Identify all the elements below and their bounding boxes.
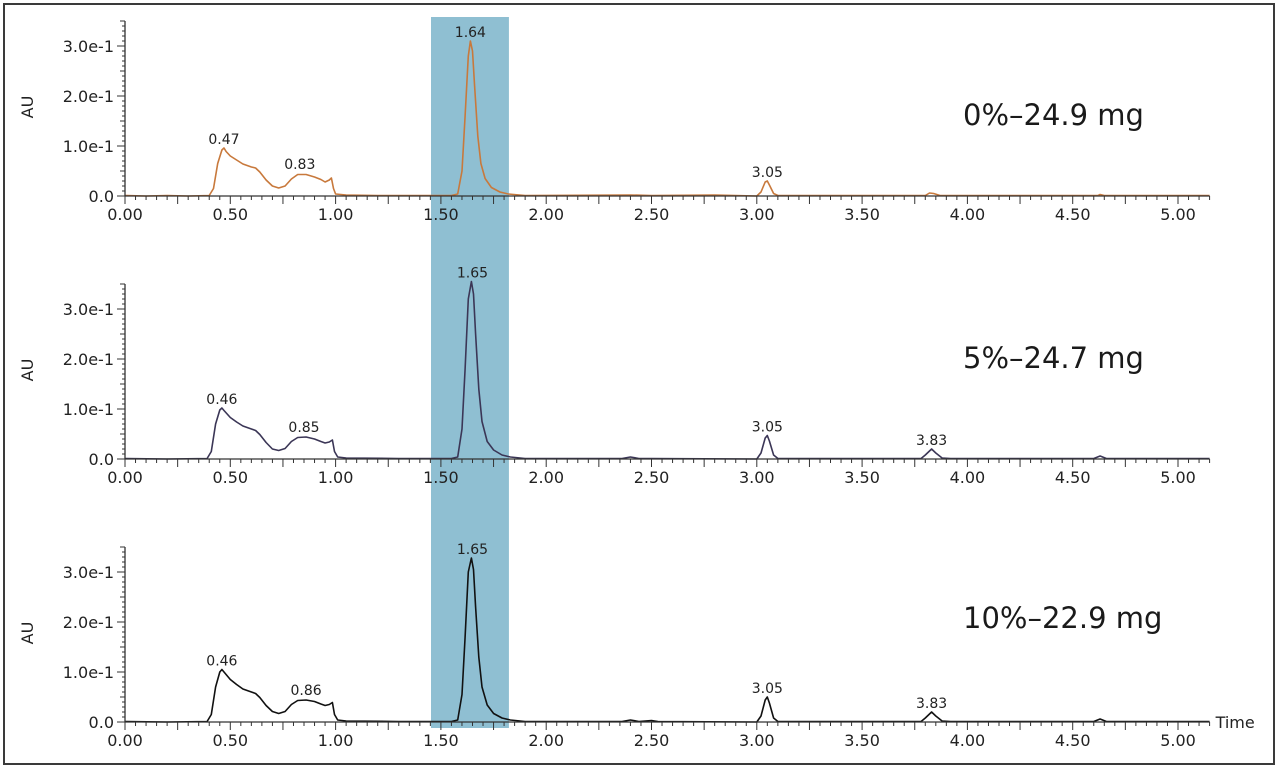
x-tick-label: 4.50 — [1055, 731, 1091, 750]
panel-title: 0%–24.9 mg — [963, 98, 1144, 132]
x-tick-label: 4.50 — [1055, 468, 1091, 487]
y-tick-label: 3.0e-1 — [63, 37, 114, 56]
x-tick-label: 5.00 — [1160, 468, 1196, 487]
x-tick-label: 1.50 — [423, 205, 459, 224]
y-tick-label: 1.0e-1 — [63, 400, 114, 419]
peak-label: 3.83 — [916, 433, 947, 449]
x-tick-label: 2.00 — [528, 731, 564, 750]
x-tick-label: 3.50 — [844, 468, 880, 487]
x-tick-label: 1.50 — [423, 468, 459, 487]
x-tick-label: 3.00 — [739, 468, 775, 487]
x-tick-label: 1.50 — [423, 731, 459, 750]
x-tick-label: 0.00 — [107, 468, 143, 487]
x-tick-label: 1.00 — [318, 468, 354, 487]
x-tick-label: 2.00 — [528, 205, 564, 224]
x-tick-label: 0.00 — [107, 205, 143, 224]
peak-label: 3.83 — [916, 696, 947, 712]
x-tick-label: 2.50 — [634, 468, 670, 487]
x-tick-label: 4.50 — [1055, 205, 1091, 224]
x-tick-label: 0.50 — [212, 468, 248, 487]
panel-title: 5%–24.7 mg — [963, 341, 1144, 375]
y-tick-label: 1.0e-1 — [63, 663, 114, 682]
y-tick-label: 3.0e-1 — [63, 300, 114, 319]
y-axis-title: AU — [18, 96, 37, 119]
x-tick-label: 5.00 — [1160, 205, 1196, 224]
peak-label: 1.65 — [457, 266, 488, 282]
x-tick-label: 1.00 — [318, 205, 354, 224]
y-tick-label: 0.0 — [89, 713, 114, 732]
x-tick-label: 3.00 — [739, 731, 775, 750]
chromatogram-panel-2: 0.0 1.0e-1 2.0e-1 3.0e-1 0.00 0.50 1.00 1.50 2.0… — [18, 266, 1211, 487]
x-tick-label: 3.50 — [844, 731, 880, 750]
x-tick-label: 2.50 — [634, 731, 670, 750]
chromatogram-panel-3: 0.0 1.0e-1 2.0e-1 3.0e-1 0.00 0.50 1.00 1.50 2.0… — [18, 542, 1255, 750]
y-tick-label: 3.0e-1 — [63, 563, 114, 582]
x-tick-label: 1.00 — [318, 731, 354, 750]
peak-label: 3.05 — [752, 681, 783, 697]
y-tick-label: 1.0e-1 — [63, 137, 114, 156]
peak-label: 0.86 — [291, 683, 322, 699]
peak-label: 0.85 — [288, 420, 319, 436]
y-tick-label: 0.0 — [89, 187, 114, 206]
x-tick-label: 3.50 — [844, 205, 880, 224]
x-tick-label: 2.50 — [634, 205, 670, 224]
chromatogram-panels: 0.0 1.0e-1 2.0e-1 3.0e-1 0.00 0.50 1.00 1.50 2.0… — [18, 20, 1255, 750]
chromatogram-panel-1: 0.0 1.0e-1 2.0e-1 3.0e-1 0.00 0.50 1.00 1.50 2.0… — [18, 20, 1211, 224]
x-tick-label: 4.00 — [950, 205, 986, 224]
y-axis-title: AU — [18, 622, 37, 645]
y-tick-label: 2.0e-1 — [63, 613, 114, 632]
peak-label: 1.64 — [455, 25, 486, 41]
peak-label: 1.65 — [457, 542, 488, 558]
peak-label: 0.47 — [208, 132, 239, 148]
panel-title: 10%–22.9 mg — [963, 601, 1162, 635]
y-axis-title: AU — [18, 359, 37, 382]
trace-line — [124, 557, 1210, 723]
x-tick-label: 2.00 — [528, 468, 564, 487]
peak-label: 0.46 — [206, 392, 237, 408]
trace-line — [124, 280, 1210, 460]
x-tick-label: 5.00 — [1160, 731, 1196, 750]
y-tick-label: 2.0e-1 — [63, 87, 114, 106]
x-tick-label: 4.00 — [950, 468, 986, 487]
x-tick-label: 0.50 — [212, 731, 248, 750]
x-tick-label: 4.00 — [950, 731, 986, 750]
x-tick-label: 0.50 — [212, 205, 248, 224]
y-tick-label: 2.0e-1 — [63, 350, 114, 369]
peak-label: 0.83 — [284, 157, 315, 173]
figure-frame — [3, 3, 1275, 765]
x-tick-label: 3.00 — [739, 205, 775, 224]
peak-label: 0.46 — [206, 654, 237, 670]
x-axis-title: Time — [1215, 713, 1255, 732]
highlight-band — [431, 17, 509, 728]
y-tick-label: 0.0 — [89, 450, 114, 469]
peak-label: 3.05 — [752, 420, 783, 436]
x-tick-label: 0.00 — [107, 731, 143, 750]
peak-label: 3.05 — [752, 165, 783, 181]
